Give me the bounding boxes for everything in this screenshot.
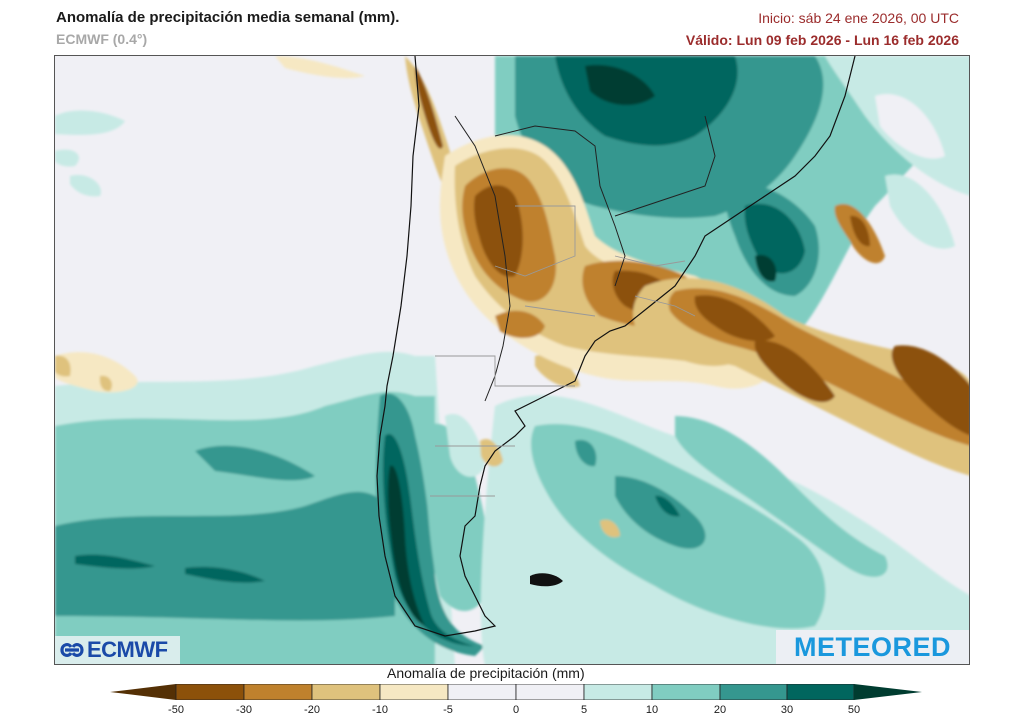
meteored-logo-text: METEORED: [793, 631, 951, 662]
tick-label: 10: [645, 704, 659, 716]
tick-label: 50: [847, 704, 861, 716]
colorbar: [110, 684, 922, 700]
tick-label: 30: [780, 704, 794, 716]
tick-label: -20: [304, 704, 320, 716]
ecmwf-logo-icon: [59, 640, 85, 660]
ecmwf-logo-text: ECMWF: [87, 637, 168, 662]
tick-label: -5: [443, 704, 453, 716]
meteored-logo: METEORED: [776, 630, 969, 664]
map-field: [55, 56, 969, 664]
valid-period: Válido: Lun 09 feb 2026 - Lun 16 feb 202…: [685, 32, 959, 48]
tick-label: -30: [236, 704, 252, 716]
colorbar-title: Anomalía de precipitación (mm): [387, 665, 585, 681]
precipitation-anomaly-map: ECMWF METEORED: [54, 55, 970, 665]
chart-title: Anomalía de precipitación media semanal …: [56, 9, 400, 26]
ecmwf-logo: ECMWF: [55, 636, 180, 664]
tick-label: 5: [580, 704, 588, 716]
colorbar-ticks: -50 -30 -20 -10 -5 0 5 10 20 30 50: [0, 704, 1024, 718]
model-label: ECMWF (0.4°): [56, 31, 148, 47]
tick-label: -50: [168, 704, 184, 716]
tick-label: 20: [713, 704, 727, 716]
init-time: Inicio: sáb 24 ene 2026, 00 UTC: [758, 10, 959, 26]
tick-label: -10: [372, 704, 388, 716]
tick-label: 0: [512, 704, 520, 716]
